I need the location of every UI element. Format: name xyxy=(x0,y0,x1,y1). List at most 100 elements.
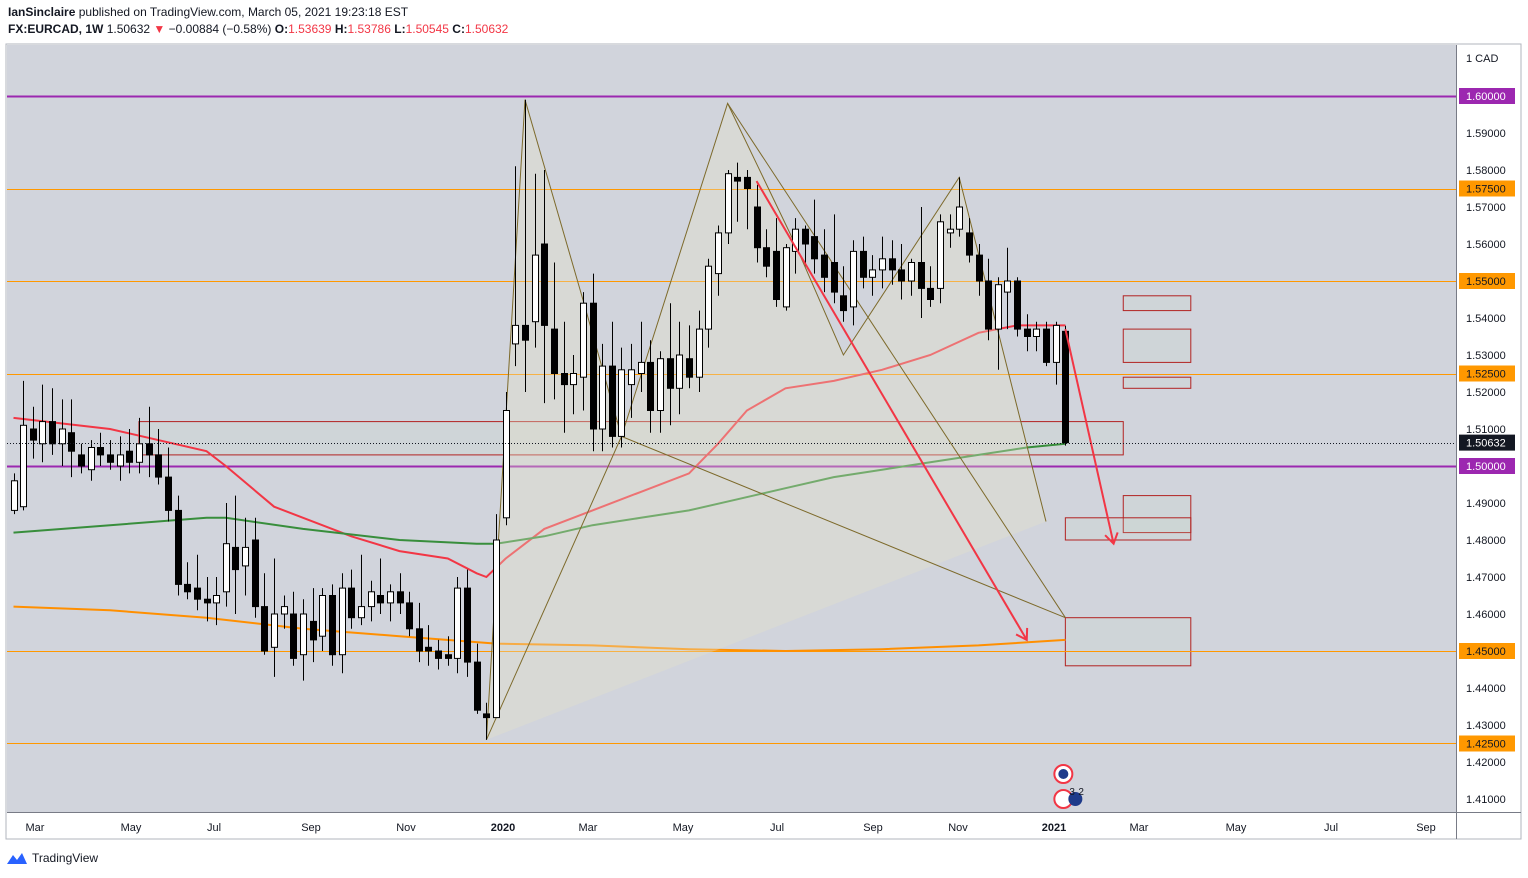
candle-body xyxy=(204,598,211,604)
candle-body xyxy=(68,432,75,452)
levels-layer xyxy=(7,95,1456,744)
event-count-label: 2 xyxy=(1078,787,1084,798)
arrow-head xyxy=(1104,532,1119,546)
level-price-label: 1.55000 xyxy=(1466,276,1506,288)
x-tick-label: 2020 xyxy=(491,822,515,834)
candle-body xyxy=(310,620,317,641)
time-axis[interactable]: Mar May Jul Sep Nov 2020 Mar May Jul Sep Nov 2021 Ma… xyxy=(26,822,1436,834)
candle-body xyxy=(126,450,133,463)
candle-body xyxy=(11,480,18,511)
low-label: L: xyxy=(394,22,406,36)
candle-body xyxy=(454,587,461,659)
y-tick-label: 1.56000 xyxy=(1466,239,1506,251)
level-price-badge xyxy=(1459,88,1515,104)
symbol-label[interactable]: FX:EURCAD, 1W xyxy=(8,22,104,36)
candle-body xyxy=(290,613,297,659)
last-value: 1.50632 xyxy=(106,22,151,36)
tradingview-logo[interactable]: TradingView xyxy=(6,851,98,865)
y-tick-label: 1.54000 xyxy=(1466,313,1506,325)
candle-body xyxy=(493,539,500,719)
candle-body xyxy=(1033,328,1040,338)
high-label: H: xyxy=(334,22,348,36)
candle-body xyxy=(319,595,326,637)
candle-body xyxy=(754,206,761,249)
candle-body xyxy=(976,254,983,282)
candle-body xyxy=(927,287,934,300)
candle-body xyxy=(20,424,27,508)
x-tick-label: Nov xyxy=(396,822,416,834)
candle-body xyxy=(898,269,905,282)
zone-box xyxy=(1122,295,1192,312)
tradingview-logo-icon xyxy=(7,853,27,864)
x-tick-label: Jul xyxy=(1324,822,1338,834)
candle-body xyxy=(425,646,432,652)
candle-body xyxy=(590,302,597,430)
candle-body xyxy=(242,546,249,567)
candle-body xyxy=(213,595,220,604)
candle-body xyxy=(657,358,664,412)
candle-body xyxy=(155,454,162,478)
candle-body xyxy=(937,221,944,289)
candle-body xyxy=(271,613,278,648)
arrow-head xyxy=(1015,627,1029,642)
close-label: C: xyxy=(452,22,465,36)
low-value: 1.50545 xyxy=(405,22,449,36)
zone-box xyxy=(1064,517,1192,541)
y-tick-label: 1.48000 xyxy=(1466,535,1506,547)
candle-body xyxy=(512,324,519,345)
y-tick-label: 1.49000 xyxy=(1466,498,1506,510)
candle-body xyxy=(696,328,703,378)
level-price-badge xyxy=(1459,273,1515,289)
zone-box xyxy=(138,421,1124,456)
zone-box xyxy=(1122,328,1192,363)
high-value: 1.53786 xyxy=(347,22,391,36)
change-value: −0.00884 (−0.58%) xyxy=(168,22,272,36)
open-value: 1.53639 xyxy=(288,22,332,36)
candle-body xyxy=(763,247,770,267)
candle-body xyxy=(107,454,114,463)
candle-body xyxy=(474,661,481,711)
candle-body xyxy=(821,254,828,278)
candle-body xyxy=(1053,324,1060,363)
candle-body xyxy=(918,262,925,289)
author-name[interactable]: IanSinclaire xyxy=(8,5,76,19)
candle-body xyxy=(223,543,230,593)
level-price-badge xyxy=(1459,643,1515,659)
candle-body xyxy=(252,539,259,608)
y-tick-label: 1.47000 xyxy=(1466,572,1506,584)
x-tick-label: Jul xyxy=(770,822,784,834)
y-tick-label: 1.58000 xyxy=(1466,165,1506,177)
price-axis[interactable]: 1 CAD 1.41000 1.42000 1.43000 1.44000 1.46000… xyxy=(1459,53,1515,806)
candle-body xyxy=(744,176,751,189)
candle-body xyxy=(725,173,732,234)
candle-body xyxy=(184,583,191,593)
y-tick-label: 1.44000 xyxy=(1466,683,1506,695)
candle-body xyxy=(232,546,239,571)
candle-body xyxy=(117,454,124,467)
candle-body xyxy=(59,428,66,445)
x-tick-label: Sep xyxy=(863,822,883,834)
last-price-badge xyxy=(1459,434,1515,451)
x-tick-label: Sep xyxy=(301,822,321,834)
x-tick-label: May xyxy=(121,822,142,834)
candle-body xyxy=(869,269,876,278)
candle-body xyxy=(97,447,104,456)
x-tick-label: Mar xyxy=(579,822,598,834)
candle-body xyxy=(377,595,384,604)
candle-body xyxy=(773,250,780,300)
candle-body xyxy=(618,369,625,437)
y-tick-label: 1.52000 xyxy=(1466,387,1506,399)
candle-body xyxy=(561,373,568,386)
candle-body xyxy=(734,176,741,182)
candle-body xyxy=(348,587,355,619)
candle-body xyxy=(78,454,85,467)
x-tick-label: May xyxy=(673,822,694,834)
candle-body xyxy=(194,587,201,600)
pattern-line xyxy=(727,103,1066,618)
zone-box xyxy=(1122,495,1192,534)
candle-body xyxy=(705,265,712,330)
x-tick-label: Jul xyxy=(207,822,221,834)
candle-body xyxy=(368,591,375,608)
